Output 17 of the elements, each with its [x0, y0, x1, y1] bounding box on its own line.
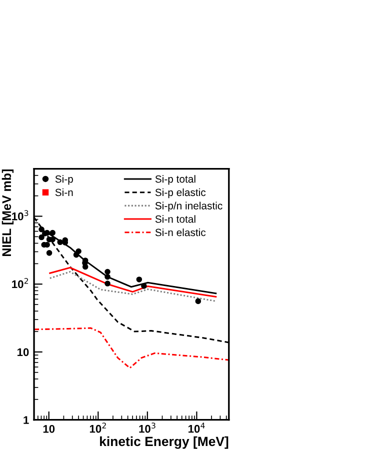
legend-label: Si-p [55, 175, 73, 185]
y-tick-label: 10$^{3}$ [12, 210, 28, 220]
x-tick-label: 10$^{2}$ [90, 422, 106, 433]
y-tick-label: 10 [18, 348, 29, 356]
y-tick-label: 1 [24, 416, 29, 424]
x-tick-label: 10$^{4}$ [188, 422, 205, 433]
legend-label: Si-p total [155, 175, 196, 185]
legend-label: Si-n [55, 188, 73, 196]
x-axis-title: kinetic Energy [MeV] [100, 436, 228, 449]
legend-label: Si-p/n inelastic [155, 202, 222, 212]
legend-label: Si-p elastic [155, 188, 206, 198]
legend-label: Si-n elastic [155, 228, 206, 236]
y-tick-label: 10$^{2}$ [12, 278, 28, 288]
legend-label: Si-n total [155, 215, 196, 223]
x-tick-label: 10$^{3}$ [139, 422, 156, 433]
y-axis-title: NIEL [MeV mb] [2, 170, 14, 256]
x-tick-label: 10 [43, 424, 55, 433]
